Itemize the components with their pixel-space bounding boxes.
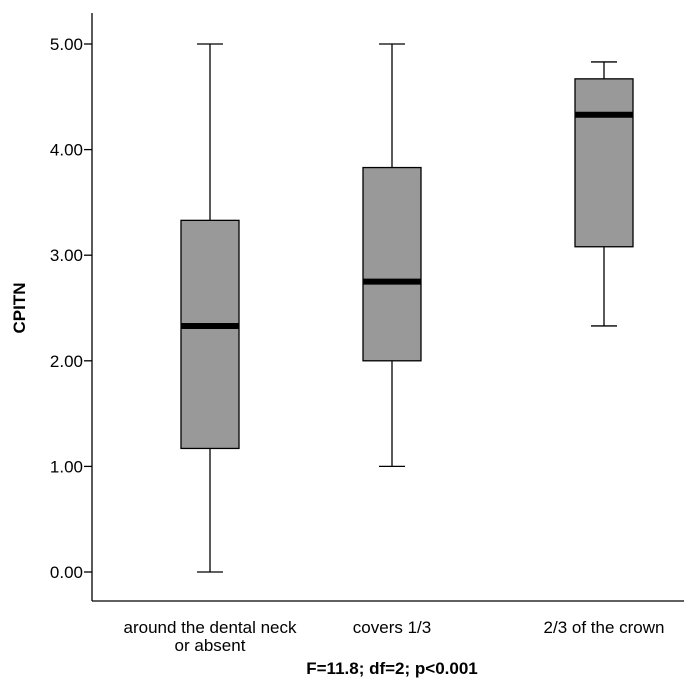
y-tick-label: 2.00 xyxy=(50,352,83,371)
iqr-box xyxy=(362,166,422,362)
x-category-label: or absent xyxy=(175,636,246,655)
y-axis: 0.00 1.00 2.00 3.00 4.00 5.00 xyxy=(50,35,92,582)
x-axis-title: F=11.8; df=2; p<0.001 xyxy=(306,659,478,678)
plot-frame xyxy=(91,13,684,602)
y-tick-label: 1.00 xyxy=(50,457,83,476)
box-1 xyxy=(180,43,240,573)
box-3 xyxy=(574,61,634,327)
box-2 xyxy=(362,43,422,468)
y-tick-label: 0.00 xyxy=(50,563,83,582)
y-tick-label: 4.00 xyxy=(50,141,83,160)
y-tick-label: 3.00 xyxy=(50,246,83,265)
boxes-group xyxy=(180,43,634,573)
y-axis-title: CPITN xyxy=(10,283,29,334)
x-category-label: 2/3 of the crown xyxy=(544,618,665,637)
iqr-box xyxy=(574,78,634,248)
x-category-label: around the dental neck xyxy=(124,618,297,637)
y-tick-label: 5.00 xyxy=(50,35,83,54)
iqr-box xyxy=(180,219,240,450)
x-category-label: covers 1/3 xyxy=(353,618,431,637)
